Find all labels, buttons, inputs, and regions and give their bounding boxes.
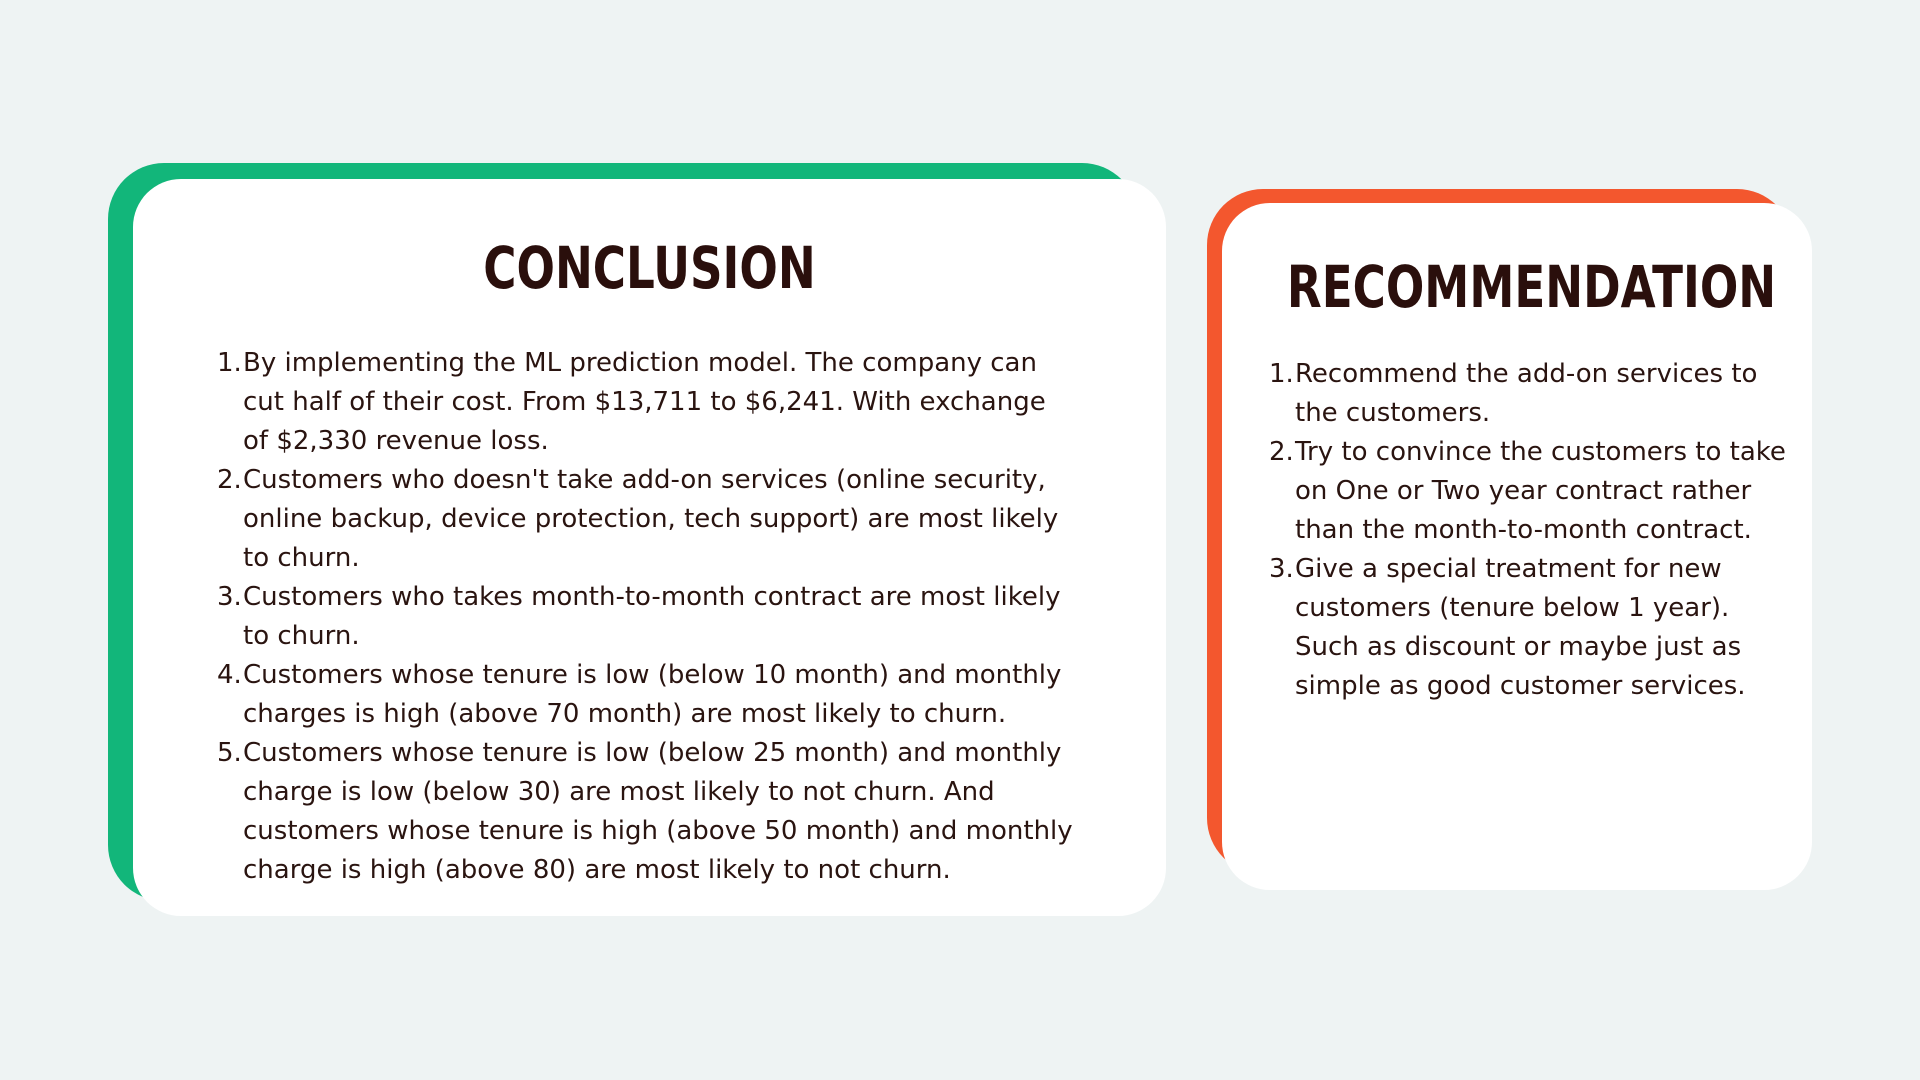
list-item-text: Customers who takes month-to-month contr…	[243, 582, 1061, 651]
list-item-number: 2.	[1269, 437, 1294, 467]
list-item: 2. Customers who doesn't take add-on serv…	[217, 461, 1078, 578]
list-item-text: Customers whose tenure is low (below 10 …	[243, 660, 1062, 729]
conclusion-list: 1. By implementing the ML prediction mode…	[217, 344, 1078, 890]
list-item-text: Recommend the add-on services to the cus…	[1295, 359, 1758, 428]
recommendation-title: RECOMMENDATION	[1286, 253, 1777, 321]
list-item: 1. By implementing the ML prediction mode…	[217, 344, 1078, 461]
list-item-number: 3.	[1269, 554, 1294, 584]
list-item-number: 5.	[217, 738, 242, 768]
list-item: 1. Recommend the add-on services to the c…	[1269, 355, 1795, 433]
recommendation-list: 1. Recommend the add-on services to the c…	[1269, 355, 1795, 706]
list-item-number: 1.	[217, 348, 242, 378]
list-item-text: By implementing the ML prediction model.…	[243, 348, 1046, 456]
list-item-text: Give a special treatment for new custome…	[1295, 554, 1746, 701]
list-item: 4. Customers whose tenure is low (below 1…	[217, 656, 1078, 734]
conclusion-card: CONCLUSION 1. By implementing the ML pred…	[133, 179, 1166, 916]
recommendation-card: RECOMMENDATION 1. Recommend the add-on se…	[1222, 203, 1812, 890]
list-item-number: 1.	[1269, 359, 1294, 389]
list-item-text: Customers who doesn't take add-on servic…	[243, 465, 1059, 573]
list-item: 3. Customers who takes month-to-month con…	[217, 578, 1078, 656]
list-item: 5. Customers whose tenure is low (below 2…	[217, 734, 1078, 890]
list-item: 2. Try to convince the customers to take …	[1269, 433, 1795, 550]
list-item-number: 2.	[217, 465, 242, 495]
list-item-text: Customers whose tenure is low (below 25 …	[243, 738, 1073, 885]
list-item-text: Try to convince the customers to take on…	[1295, 437, 1786, 545]
list-item-number: 4.	[217, 660, 242, 690]
conclusion-title: CONCLUSION	[483, 234, 816, 302]
list-item-number: 3.	[217, 582, 242, 612]
list-item: 3. Give a special treatment for new custo…	[1269, 550, 1795, 706]
